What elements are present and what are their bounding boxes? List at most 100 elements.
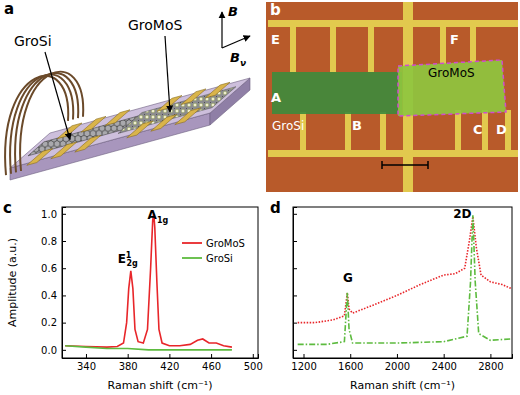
- tick-mark: [62, 268, 66, 269]
- material-label: GroMoS: [128, 17, 183, 33]
- panel-background: [268, 2, 281, 18]
- legend-label: GroMoS: [206, 238, 245, 249]
- electrode: [268, 20, 518, 27]
- contact-label: D: [496, 122, 507, 137]
- substrate-top: [10, 78, 250, 168]
- chart: 3403804204605000.00.20.40.60.81.0E12gA1g…: [3, 199, 263, 392]
- tick-mark: [293, 268, 297, 269]
- material-label: GroMoS: [428, 66, 475, 80]
- legend-swatch: [182, 257, 202, 259]
- field-label: Bν: [230, 50, 246, 68]
- tick: 1200: [291, 354, 316, 372]
- legend: GroMoS GroSi: [182, 238, 245, 264]
- material-label: GroSi: [272, 119, 304, 133]
- panel-label: b: [270, 1, 281, 19]
- x-axis: 340 380 420 460 500: [63, 354, 263, 372]
- material-label: GroSi: [14, 33, 52, 49]
- flake-outline: [398, 60, 506, 116]
- tick-label: 0.2: [41, 317, 57, 328]
- tick-mark: [490, 354, 491, 358]
- graphene-on-mos2: [118, 87, 236, 134]
- tick: 1600: [338, 354, 363, 372]
- electrode: [75, 135, 101, 152]
- electrode: [175, 108, 201, 125]
- tick-mark: [253, 354, 254, 358]
- electrode: [368, 20, 374, 72]
- legend-swatch: [182, 242, 202, 244]
- tick-label: 1.0: [41, 209, 57, 220]
- graphene-strip: [272, 72, 402, 114]
- contact-label: F: [450, 32, 459, 47]
- x-axis-title: Raman shift (cm⁻¹): [108, 379, 213, 392]
- x-axis: 12001600200024002800: [291, 354, 512, 372]
- series-line: [298, 215, 512, 344]
- tick: [293, 323, 297, 324]
- tick-label: 460: [202, 361, 221, 372]
- electrode: [51, 142, 77, 159]
- tick: 380: [119, 354, 138, 372]
- tick-mark: [293, 241, 297, 242]
- y-axis-title: Amplitude (a.u.): [6, 238, 19, 327]
- tick-mark: [62, 350, 66, 351]
- tick: 500: [244, 354, 263, 372]
- tick-mark: [128, 354, 129, 358]
- tick-label: 0.6: [41, 263, 57, 274]
- tick-label: 2800: [478, 361, 503, 372]
- electrode: [181, 89, 206, 105]
- tick-label: 0.0: [41, 345, 57, 356]
- electrode: [440, 20, 446, 64]
- tick: [293, 350, 297, 351]
- graphene-on-si: [28, 116, 138, 156]
- tick-mark: [293, 350, 297, 351]
- electrode: [455, 110, 461, 155]
- tick-mark: [62, 214, 66, 215]
- tick: 2400: [431, 354, 456, 372]
- plot-area: [298, 215, 512, 344]
- axis-line: [63, 208, 67, 359]
- contact-label: A: [271, 90, 281, 105]
- schematic-panel: aGroSiGroMoSBBν: [4, 0, 250, 180]
- series-line: [65, 346, 232, 350]
- contact-label: E: [271, 32, 280, 47]
- field-label: B: [228, 4, 238, 19]
- y-axis: [293, 208, 297, 359]
- tick: 460: [202, 354, 221, 372]
- tick: 340: [77, 354, 96, 372]
- tick: 420: [160, 354, 179, 372]
- annotation: 2D: [453, 207, 471, 221]
- axis-line: [294, 208, 298, 359]
- tick-label: 1600: [338, 361, 363, 372]
- scale-bar: [382, 161, 428, 169]
- micrograph-image: [266, 2, 518, 192]
- plot-frame: [293, 207, 512, 358]
- electrode: [205, 82, 230, 98]
- tick-mark: [397, 354, 398, 358]
- tick-label: 500: [244, 361, 263, 372]
- tick-mark: [293, 323, 297, 324]
- electrode: [268, 150, 518, 157]
- mos2-flake: [398, 60, 506, 116]
- panel-label: c: [3, 199, 12, 217]
- tick: [293, 268, 297, 269]
- tick-label: 340: [77, 361, 96, 372]
- electrode: [27, 149, 53, 166]
- tick-label: 0.8: [41, 236, 57, 247]
- electrode: [330, 20, 336, 72]
- tick: [293, 241, 297, 242]
- legend-item: GroMoS: [182, 238, 245, 249]
- field-arrow: [221, 12, 222, 48]
- electrode: [482, 110, 488, 155]
- annotation: G: [343, 271, 353, 285]
- electrode: [151, 114, 177, 131]
- pointer: [165, 36, 170, 112]
- subscript: 1g: [157, 216, 169, 225]
- series-line: [65, 214, 232, 347]
- electrode: [470, 20, 476, 62]
- pointer: [45, 52, 70, 140]
- tick-mark: [62, 295, 66, 296]
- subscript: 2g: [126, 259, 138, 268]
- tick: [293, 214, 297, 215]
- electrode: [127, 121, 153, 138]
- series-line: [298, 217, 512, 323]
- legend-item: GroSi: [182, 253, 233, 264]
